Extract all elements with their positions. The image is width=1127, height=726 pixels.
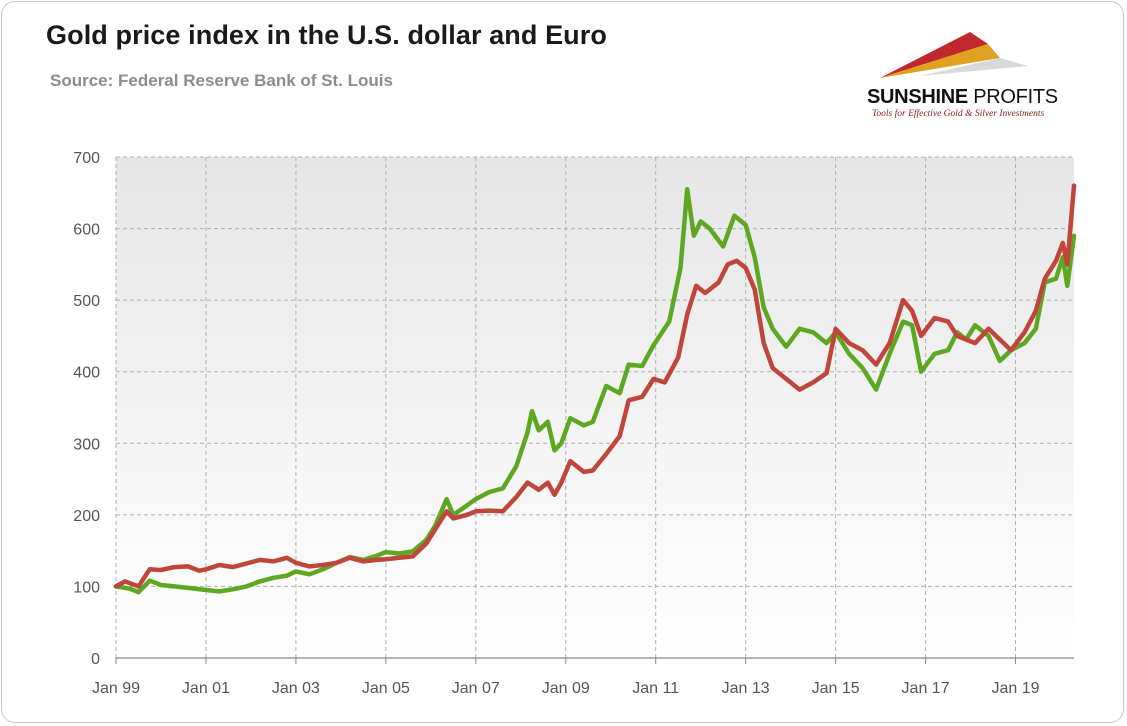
logo-swoosh-gold xyxy=(880,44,1000,78)
x-tick-label: Jan 15 xyxy=(812,680,860,697)
y-tick-label: 300 xyxy=(73,436,100,453)
y-tick-label: 200 xyxy=(73,508,100,525)
y-tick-label: 500 xyxy=(73,293,100,310)
x-axis-ticks: Jan 99 Jan 01 Jan 03 Jan 05 Jan 07 Jan 09 Jan … xyxy=(92,658,1040,697)
sunshine-profits-logo: SUNSHINE PROFITS Tools for Effective Gol… xyxy=(860,26,1090,126)
logo-name-bold: SUNSHINE xyxy=(867,86,968,108)
y-tick-label: 400 xyxy=(73,365,100,382)
logo-name-rest: PROFITS xyxy=(967,86,1058,108)
grid-lines xyxy=(115,156,1074,658)
series-line-green xyxy=(113,186,1077,595)
y-tick-label: 600 xyxy=(73,222,100,239)
series-lines xyxy=(113,183,1077,595)
logo-swoosh-gray xyxy=(920,58,1028,76)
y-axis-ticks: 0 100 200 300 400 500 600 700 xyxy=(73,150,100,668)
x-tick-label: Jan 13 xyxy=(722,680,770,697)
y-tick-label: 700 xyxy=(73,150,100,167)
x-tick-label: Jan 07 xyxy=(452,680,500,697)
logo-swoosh-icon xyxy=(880,32,1028,78)
x-tick-label: Jan 01 xyxy=(182,680,230,697)
series-line-red xyxy=(113,183,1077,589)
x-tick-label: Jan 19 xyxy=(992,680,1040,697)
chart-title: Gold price index in the U.S. dollar and … xyxy=(46,20,607,50)
y-tick-label: 100 xyxy=(73,579,100,596)
x-tick-label: Jan 99 xyxy=(92,680,140,697)
chart-subtitle: Source: Federal Reserve Bank of St. Loui… xyxy=(50,71,393,90)
logo-name: SUNSHINE PROFITS xyxy=(867,86,1058,109)
x-tick-label: Jan 17 xyxy=(902,680,950,697)
logo-swoosh-red xyxy=(880,32,988,78)
x-tick-label: Jan 09 xyxy=(542,680,590,697)
plot-area xyxy=(116,157,1074,658)
y-tick-label: 0 xyxy=(91,651,100,668)
x-tick-label: Jan 03 xyxy=(272,680,320,697)
x-tick-label: Jan 11 xyxy=(632,680,679,697)
logo-tagline: Tools for Effective Gold & Silver Invest… xyxy=(872,109,1045,119)
x-tick-label: Jan 05 xyxy=(362,680,410,697)
